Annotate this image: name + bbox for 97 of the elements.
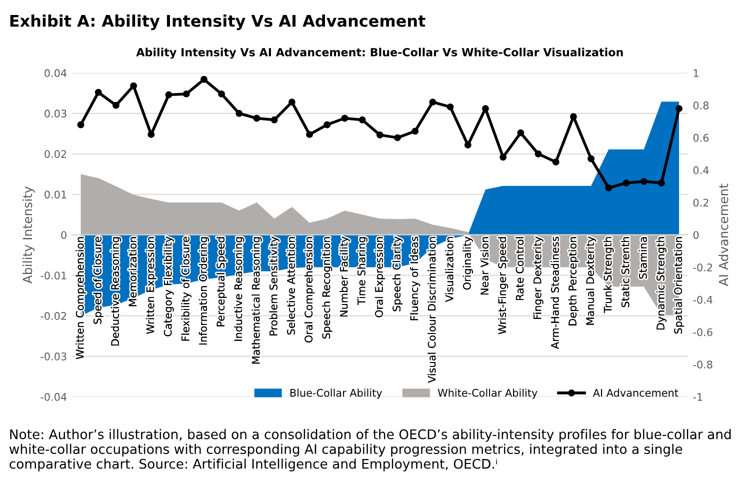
x-tick-label: Manual Dexterity bbox=[586, 236, 596, 325]
x-tick-label: Static Strenth bbox=[621, 237, 630, 308]
x-tick-label: Category Flexibility bbox=[164, 236, 174, 336]
x-tick-label: Problem Sensitivity bbox=[269, 236, 280, 336]
point bbox=[517, 129, 524, 136]
point bbox=[148, 130, 155, 138]
point bbox=[306, 130, 313, 138]
point bbox=[94, 88, 102, 96]
x-tick-label: Visualization bbox=[445, 237, 454, 302]
x-tick-label: Arm-Hand Steadiness bbox=[550, 236, 559, 349]
y2-tick-label: 1 bbox=[694, 69, 698, 77]
point bbox=[253, 114, 260, 122]
x-tick-label: Selective Attention bbox=[286, 237, 295, 335]
x-tick-label: Deductive Reasoning bbox=[110, 237, 122, 346]
x-tick-label: Mathematical Reasoning bbox=[252, 237, 262, 364]
legend-label: White-Collar Ability bbox=[438, 388, 538, 399]
x-tick-label: Finger Dexterity bbox=[533, 236, 544, 319]
x-tick-label: Time Sharing bbox=[357, 237, 368, 306]
point bbox=[182, 90, 190, 98]
point bbox=[270, 116, 278, 124]
point bbox=[464, 142, 472, 148]
point bbox=[446, 103, 454, 110]
x-tick-label: Wrist-Finger Speed bbox=[498, 237, 508, 334]
x-tick-label: Oral Comprehension bbox=[304, 237, 315, 343]
point bbox=[324, 121, 331, 128]
point bbox=[394, 134, 401, 142]
point bbox=[482, 105, 489, 112]
y-tick-label: 0.02 bbox=[44, 150, 66, 158]
point bbox=[165, 91, 172, 98]
point bbox=[288, 98, 296, 106]
x-tick-label: Spatial Orientation bbox=[674, 237, 684, 334]
x-tick-label: Depth Perception bbox=[568, 237, 578, 326]
y2-tick-label: -1 bbox=[693, 393, 702, 401]
point bbox=[534, 150, 542, 158]
y-tick-label: 0 bbox=[61, 231, 66, 239]
x-tick-label: Visual Colour Discrimination bbox=[428, 237, 436, 383]
point bbox=[412, 128, 419, 135]
point bbox=[658, 180, 665, 187]
point bbox=[429, 98, 436, 106]
legend-label: AI Advancement bbox=[592, 388, 678, 397]
x-tick-label: Number Facility bbox=[340, 236, 350, 316]
x-tick-label: Flexibility of Closure bbox=[181, 236, 192, 341]
x-tick-label: Trunk Strength bbox=[604, 237, 614, 313]
point bbox=[130, 82, 138, 90]
x-tick-label: Written Comprehension bbox=[76, 237, 86, 360]
y2-tick-label: -0.2 bbox=[693, 263, 712, 272]
point bbox=[77, 121, 84, 128]
point bbox=[341, 114, 348, 122]
y-tick-label: 0.01 bbox=[44, 190, 66, 198]
y2-tick-label: 0.2 bbox=[693, 198, 708, 207]
x-tick-label: Inductive Reasoning bbox=[234, 237, 244, 341]
y2-tick-label: 0.8 bbox=[693, 102, 709, 110]
legend-label: Blue-Collar Ability bbox=[290, 388, 382, 399]
x-tick-label: Speech Recognition bbox=[322, 237, 332, 339]
y-tick-label: -0.03 bbox=[40, 352, 66, 360]
x-tick-label: Information Ordering bbox=[198, 237, 209, 345]
point bbox=[376, 131, 384, 138]
text: Note: Author’s illustration, based on a consolidation of the OECD’s ability-intensity profiles for blue-collar and white-collar occupations with corresponding AI capability progression metrics, integrated into a single comparative chart. Source: Artificial Intelligence and Employment, OECD.ⁱ bbox=[9, 429, 731, 472]
x-tick-label: Speed of Closure bbox=[93, 236, 104, 324]
point bbox=[358, 116, 366, 124]
y2-tick-label: 0.4 bbox=[693, 166, 709, 174]
point bbox=[552, 158, 560, 166]
point bbox=[676, 105, 683, 112]
y2-tick-label: 0.6 bbox=[693, 134, 709, 142]
point bbox=[112, 102, 120, 109]
y-tick-label: -0.02 bbox=[40, 312, 66, 320]
chart-subtitle: Ability Intensity Vs AI Advancement: Blue-Collar Vs White-Collar Visualization bbox=[136, 48, 623, 59]
x-tick-label: Stamina bbox=[638, 237, 647, 279]
x-tick-label: Fluency of Ideas bbox=[410, 236, 420, 320]
x-tick-label: Rate Control bbox=[516, 237, 524, 300]
x-tick-label: Near Vision bbox=[480, 237, 488, 294]
x-tick-label: Written Expression bbox=[146, 237, 156, 334]
x-tick-label: Memorization bbox=[128, 237, 137, 306]
y-tick-label: -0.01 bbox=[40, 272, 66, 280]
y-tick-label: 0.04 bbox=[44, 69, 67, 78]
y-axis-title: Ability Intensity bbox=[22, 186, 35, 284]
y-tick-label: 0.03 bbox=[44, 110, 66, 118]
point bbox=[588, 155, 595, 162]
point bbox=[640, 178, 648, 185]
chart-title: Exhibit A: Ability Intensity Vs AI Advancement bbox=[10, 14, 426, 30]
point bbox=[200, 76, 208, 83]
y2-axis-title: AI Advancement bbox=[718, 184, 728, 286]
y2-tick-label: -0.8 bbox=[693, 360, 712, 369]
point bbox=[500, 154, 507, 161]
y2-tick-label: 0 bbox=[693, 231, 699, 239]
x-tick-label: Perceptual Speed bbox=[216, 237, 227, 326]
point bbox=[218, 90, 226, 98]
point bbox=[236, 110, 243, 117]
y2-tick-label: -0.6 bbox=[693, 328, 712, 336]
y2-tick-label: -0.4 bbox=[693, 296, 712, 304]
x-tick-label: Dynamic Strength bbox=[656, 237, 666, 330]
x-tick-label: Originality bbox=[462, 236, 473, 290]
x-tick-label: Speech Clarity bbox=[392, 236, 403, 312]
point bbox=[622, 180, 630, 187]
y-tick-label: -0.04 bbox=[40, 393, 67, 401]
point bbox=[605, 184, 612, 192]
x-tick-label: Oral Expression bbox=[374, 237, 385, 318]
